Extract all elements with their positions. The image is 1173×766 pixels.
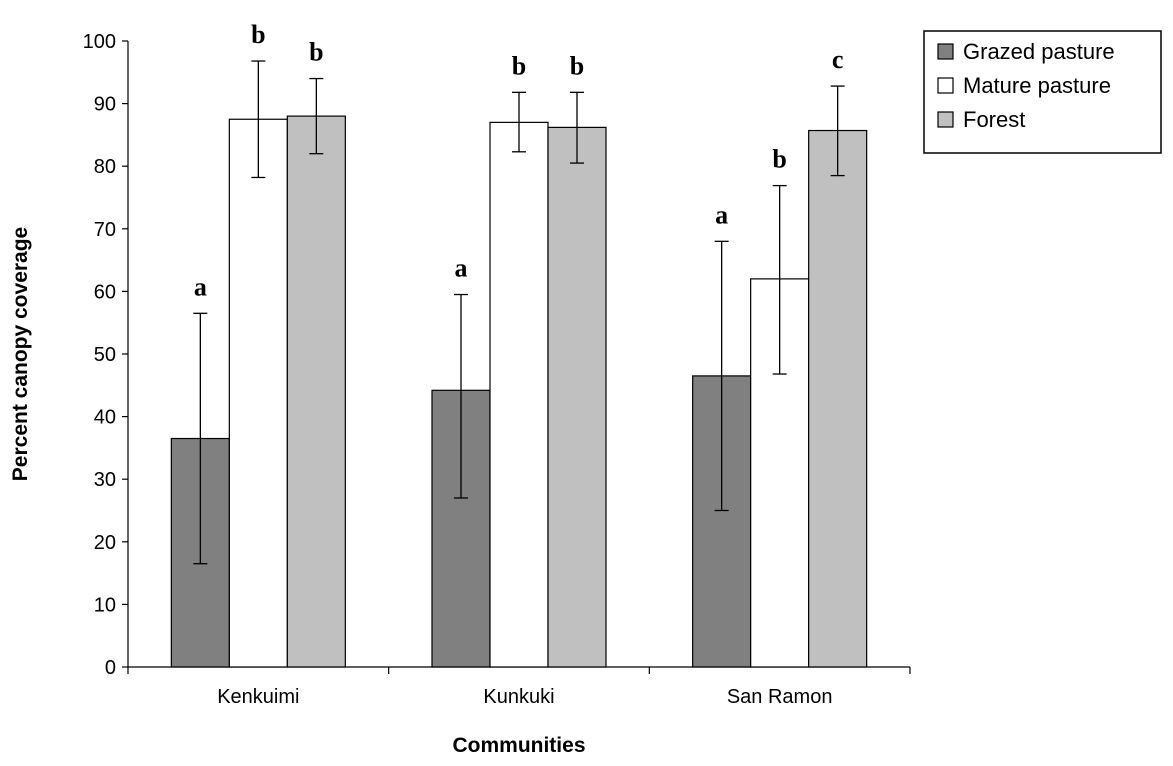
x-tick-label: Kunkuki: [483, 686, 554, 708]
axes-layer: 0 10 20 30 40 50 60 70 80 90 100 Kenkuimi Kunkuki San…: [83, 31, 911, 708]
y-tick-label: 20: [94, 532, 116, 554]
significance-labels-layer: a b b a b b a b c: [194, 20, 844, 301]
legend-swatch: [937, 111, 954, 128]
y-tick-label: 60: [94, 281, 116, 303]
legend-label: Mature pasture: [963, 73, 1111, 98]
legend-label: Forest: [963, 107, 1025, 132]
x-tick-label: San Ramon: [727, 686, 833, 708]
significance-label: b: [772, 145, 786, 174]
y-tick-label: 80: [94, 156, 116, 178]
legend-swatch: [937, 43, 954, 60]
bar: [286, 115, 346, 668]
y-tick-label: 70: [94, 219, 116, 241]
significance-label: a: [194, 272, 207, 301]
y-tick-label: 90: [94, 94, 116, 116]
y-tick-label: 100: [83, 31, 116, 53]
legend-items: Grazed pasture Mature pasture Forest: [937, 39, 1115, 132]
significance-label: b: [251, 20, 265, 49]
bar: [228, 118, 288, 668]
significance-label: a: [455, 254, 468, 283]
y-axis-title: Percent canopy coverage: [9, 227, 32, 481]
legend-label: Grazed pasture: [963, 39, 1115, 64]
legend: Grazed pasture Mature pasture Forest: [923, 30, 1162, 154]
y-tick-label: 50: [94, 344, 116, 366]
bar: [489, 121, 549, 668]
legend-frame: [923, 30, 1162, 154]
x-tick-label: Kenkuimi: [217, 686, 299, 708]
significance-label: b: [570, 51, 584, 80]
significance-label: a: [715, 200, 728, 229]
y-tick-label: 30: [94, 469, 116, 491]
x-axis-title: Communities: [452, 734, 585, 757]
y-tick-label: 0: [105, 657, 116, 679]
y-tick-label: 40: [94, 407, 116, 429]
significance-label: c: [832, 45, 844, 74]
bar: [808, 129, 868, 668]
legend-swatch: [937, 77, 954, 94]
significance-label: b: [512, 51, 526, 80]
bars-layer: [170, 115, 868, 668]
error-bars-layer: [193, 60, 845, 565]
bar: [547, 126, 607, 668]
significance-label: b: [309, 38, 323, 67]
y-tick-label: 10: [94, 594, 116, 616]
